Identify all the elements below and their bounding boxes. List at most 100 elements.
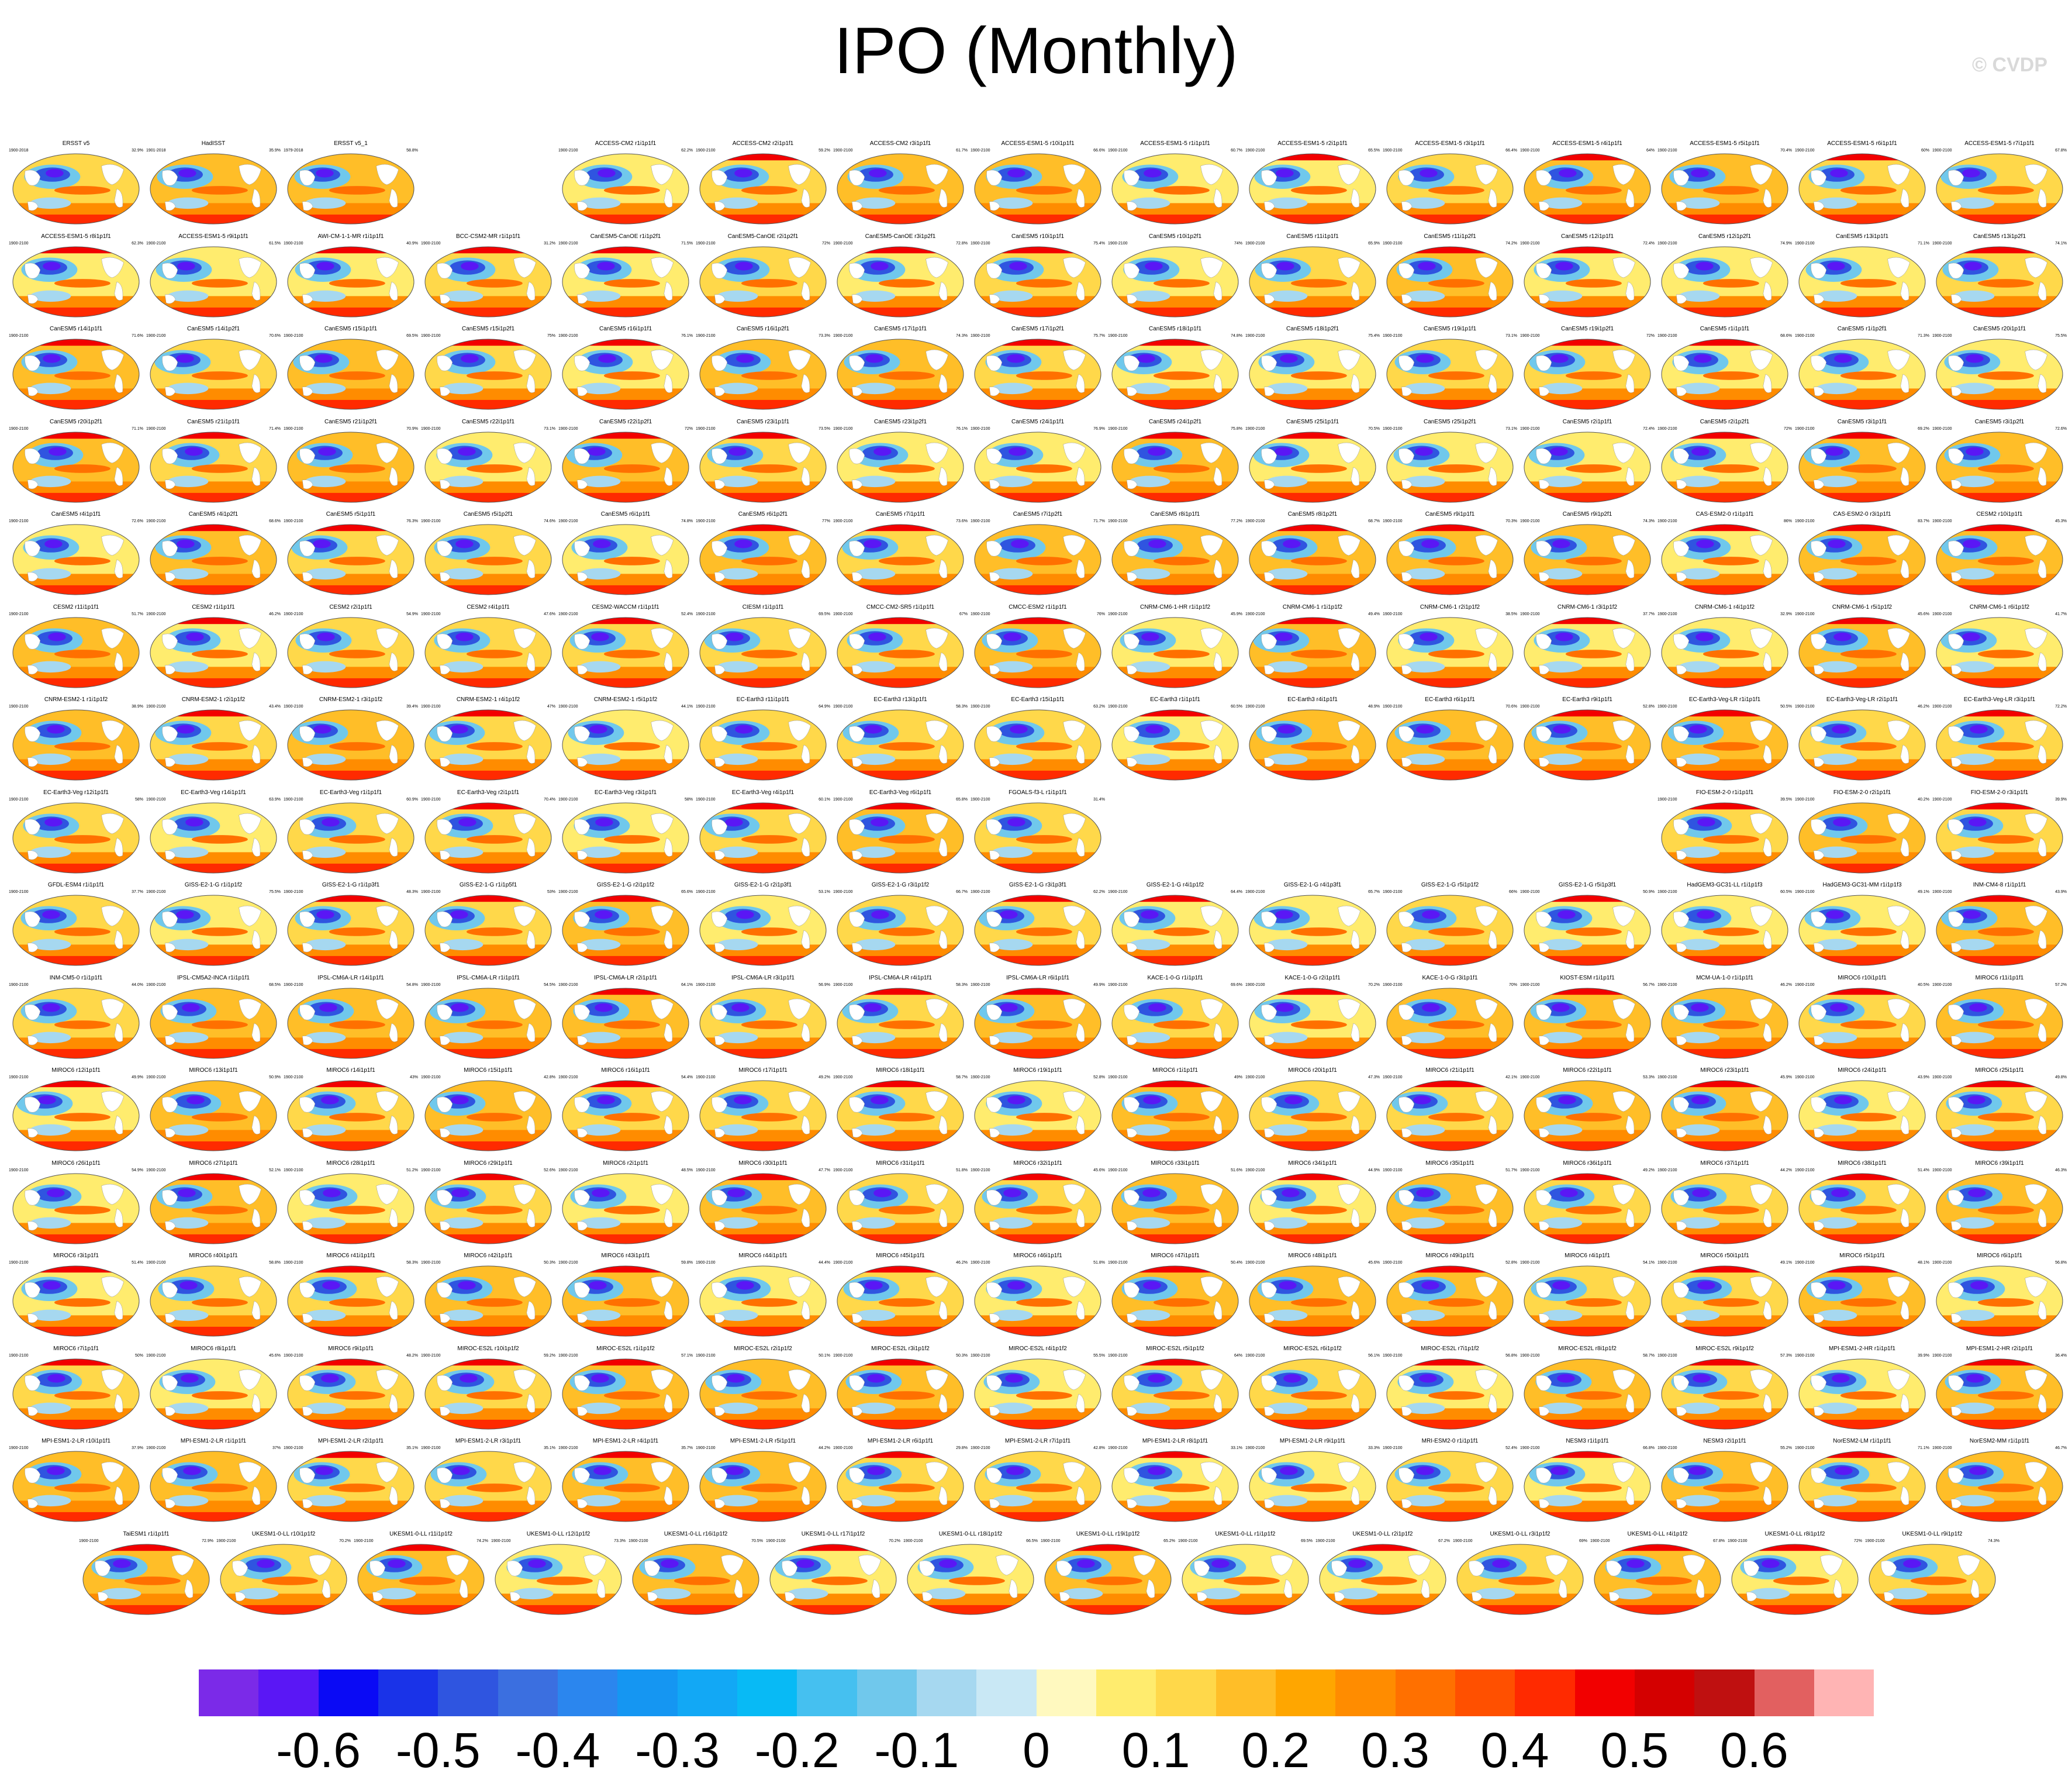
panel-variance-pct: 44.9% [1368, 1168, 1380, 1172]
panel-variance-pct: 70.2% [339, 1538, 351, 1543]
map-panel: HadGEM3-GC31-LL r1i1p1f3 1900-2100 60.5% [1657, 882, 1792, 970]
panel-title: CESM2 r1i1p1f1 [192, 603, 235, 610]
map-panel: CanESM5 r24i1p1f1 1900-2100 76.9% [971, 419, 1105, 506]
panel-title: IPSL-CM6A-LR r2i1p1f1 [594, 974, 657, 981]
panel-years: 1900-2100 [1520, 1168, 1540, 1172]
panel-years: 1900-2100 [421, 426, 441, 431]
sst-pattern-map [150, 709, 277, 781]
panel-variance-pct: 49% [1234, 1075, 1242, 1079]
sst-pattern-map [150, 802, 277, 873]
panel-title: CNRM-CM6-1 r3i1p1f2 [1557, 603, 1618, 610]
panel-variance-pct: 46.2% [1780, 982, 1792, 987]
panel-variance-pct: 58.3% [406, 1261, 418, 1265]
panel-title: CanESM5 r14i1p1f1 [49, 326, 103, 332]
panel-years: 1900-2100 [558, 426, 578, 431]
map-panel: CanESM5 r25i1p1f1 1900-2100 70.5% [1245, 419, 1380, 506]
sst-pattern-map [1798, 153, 1926, 225]
map-panel: GISS-E2-1-G r5i1p3f1 1900-2100 50.9% [1520, 882, 1655, 970]
panel-variance-pct: 42.1% [1505, 1075, 1517, 1079]
panel-years: 1900-2100 [628, 1538, 648, 1543]
panel-years: 1900-2100 [1520, 705, 1540, 709]
map-panel: CanESM5 r21i1p1f1 1900-2100 71.4% [146, 419, 281, 506]
sst-pattern-map [424, 1265, 552, 1337]
panel-title: EC-Earth3-Veg r3i1p1f1 [594, 789, 657, 796]
colorbar-tick-label: -0.5 [395, 1723, 481, 1778]
map-panel: MIROC6 r9i1p1f1 1900-2100 48.2% [284, 1346, 418, 1433]
panel-title: CESM2 r11i1p1f1 [53, 603, 99, 610]
panel-variance-pct: 61.5% [269, 241, 281, 246]
panel-title: GISS-E2-1-G r4i1p1f2 [1146, 882, 1204, 888]
panel-variance-pct: 37% [272, 1446, 281, 1450]
panel-variance-pct: 52.4% [1505, 1446, 1517, 1450]
panel-years: 1900-2100 [421, 1261, 441, 1265]
panel-years: 1900-2100 [1657, 705, 1677, 709]
panel-variance-pct: 60.5% [1780, 890, 1792, 894]
map-panel: MIROC6 r28i1p1f1 1900-2100 51.2% [284, 1160, 418, 1248]
panel-years: 1900-2100 [1795, 982, 1815, 987]
sst-pattern-map [1524, 524, 1651, 595]
panel-years: 1900-2100 [9, 612, 29, 616]
panel-title: MIROC-ES2L r10i1p1f2 [457, 1345, 519, 1352]
panel-years: 1900-2100 [1245, 149, 1265, 153]
sst-pattern-map [1936, 895, 2063, 966]
panel-years: 1900-2100 [9, 705, 29, 709]
panel-years: 1900-2100 [354, 1538, 374, 1543]
sst-pattern-map [1111, 524, 1239, 595]
panel-years: 1900-2100 [1245, 519, 1265, 523]
colorbar: #7b2ae8#5a17f5#0a0af5#1a33e8#2f55e0#3b6f… [199, 1669, 1874, 1716]
panel-years: 1900-2100 [1865, 1538, 1885, 1543]
panel-title: FIO-ESM-2-0 r1i1p1f1 [1695, 789, 1754, 796]
map-panel: ACCESS-ESM1-5 r9i1p1f1 1900-2100 61.5% [146, 233, 281, 321]
sst-pattern-map [1798, 709, 1926, 781]
panel-years: 1900-2100 [833, 1261, 853, 1265]
map-panel: EC-Earth3 r4i1p1f1 1900-2100 48.9% [1245, 696, 1380, 784]
map-panel: AWI-CM-1-1-MR r1i1p1f1 1900-2100 40.9% [284, 233, 418, 321]
map-panel: MIROC6 r33i1p1f1 1900-2100 51.6% [1108, 1160, 1242, 1248]
sst-pattern-map [1798, 895, 1926, 966]
panel-title: ERSST v5 [62, 140, 90, 147]
panel-title: MIROC6 r35i1p1f1 [1425, 1160, 1474, 1167]
map-panel: GISS-E2-1-G r3i1p1f2 1900-2100 66.7% [833, 882, 968, 970]
panel-title: EC-Earth3-Veg r2i1p1f1 [457, 789, 520, 796]
panel-variance-pct: 35.1% [406, 1446, 418, 1450]
panel-years: 1900-2100 [558, 519, 578, 523]
sst-pattern-map [1111, 246, 1239, 317]
colorbar-tick-label: 0.3 [1361, 1723, 1429, 1778]
panel-title: KACE-1-0-G r3i1p1f1 [1422, 974, 1478, 981]
sst-pattern-map [974, 153, 1101, 225]
panel-years: 1900-2100 [1932, 982, 1952, 987]
sst-pattern-map [1936, 339, 2063, 410]
map-panel: UKESM1-0-LL r4i1p1f2 1900-2100 67.8% [1590, 1531, 1725, 1619]
panel-variance-pct: 48.3% [406, 890, 418, 894]
panel-title: MIROC6 r11i1p1f1 [1975, 974, 2024, 981]
panel-title: EC-Earth3-Veg r1i1p1f1 [319, 789, 382, 796]
panel-variance-pct: 77.2% [1231, 519, 1242, 523]
panel-years: 1900-2100 [1108, 1261, 1128, 1265]
sst-pattern-map [1661, 988, 1788, 1058]
colorbar-swatch: #c9e8f5 [976, 1669, 1037, 1716]
panel-years: 1900-2100 [1520, 426, 1540, 431]
panel-title: FIO-ESM-2-0 r2i1p1f1 [1833, 789, 1891, 796]
panel-variance-pct: 51.8% [1093, 1261, 1105, 1265]
panel-title: UKESM1-0-LL r18i1p1f2 [938, 1530, 1003, 1537]
panel-years: 1900-2100 [1245, 1168, 1265, 1172]
panel-variance-pct: 76% [1096, 612, 1105, 616]
panel-title: BCC-CSM2-MR r1i1p1f1 [455, 233, 521, 240]
map-panel: MIROC6 r6i1p1f1 1900-2100 56.8% [1932, 1253, 2067, 1340]
panel-years: 1900-2100 [558, 982, 578, 987]
map-panel: CanESM5 r9i1p2f1 1900-2100 74.3% [1520, 511, 1655, 599]
sst-pattern-map [1869, 1544, 1996, 1614]
panel-years: 1900-2100 [9, 1075, 29, 1079]
panel-years: 1900-2100 [146, 982, 166, 987]
panel-years: 1900-2100 [421, 241, 441, 246]
panel-years: 1900-2100 [284, 1446, 303, 1450]
colorbar-swatch: #ffec6e [1096, 1669, 1156, 1716]
panel-variance-pct: 65.9% [1368, 241, 1380, 246]
panel-title: GISS-E2-1-G r1i1p5f1 [459, 882, 517, 888]
map-panel: IPSL-CM6A-LR r3i1p1f1 1900-2100 56.9% [696, 975, 830, 1062]
sst-pattern-map [699, 1080, 827, 1151]
panel-title: MPI-ESM1-2-LR r10i1p1f1 [42, 1438, 110, 1444]
sst-pattern-map [1661, 1265, 1788, 1337]
panel-years: 1900-2100 [284, 1075, 303, 1079]
panel-title: ACCESS-CM2 r3i1p1f1 [869, 140, 931, 147]
